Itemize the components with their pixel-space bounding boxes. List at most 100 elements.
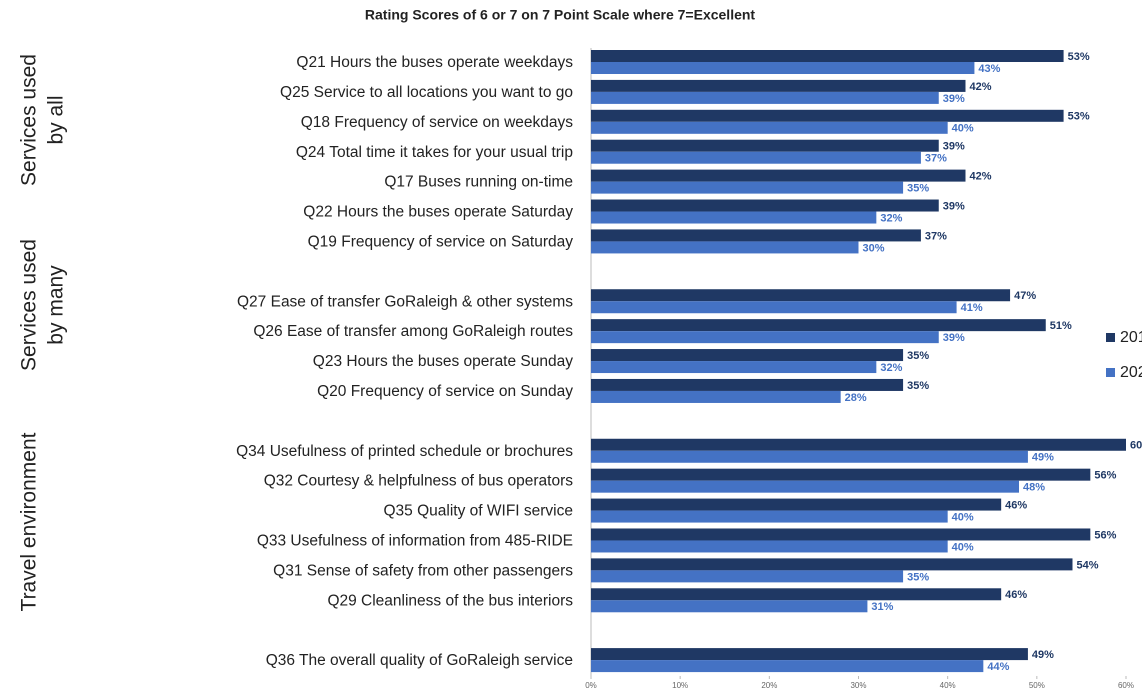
value-label: 40% bbox=[952, 511, 974, 523]
x-tick-label: 0% bbox=[585, 681, 597, 690]
value-label: 39% bbox=[943, 332, 965, 344]
category-label: Q20 Frequency of service on Sunday bbox=[317, 383, 573, 400]
bar bbox=[591, 648, 1028, 661]
group-label: Services used bbox=[18, 239, 41, 371]
x-tick-label: 10% bbox=[672, 681, 688, 690]
value-label: 35% bbox=[907, 571, 929, 583]
value-label: 46% bbox=[1005, 499, 1027, 511]
category-label: Q24 Total time it takes for your usual t… bbox=[296, 144, 573, 161]
value-label: 48% bbox=[1023, 482, 1045, 494]
bar bbox=[591, 600, 868, 613]
category-label: Q27 Ease of transfer GoRaleigh & other s… bbox=[237, 293, 573, 310]
bar bbox=[591, 319, 1046, 332]
legend-swatch bbox=[1106, 368, 1115, 377]
group-label: by many bbox=[45, 265, 68, 345]
category-label: Q25 Service to all locations you want to… bbox=[280, 84, 573, 101]
category-label: Q34 Usefulness of printed schedule or br… bbox=[236, 443, 573, 460]
bar bbox=[591, 241, 859, 254]
bar bbox=[591, 121, 948, 134]
bar bbox=[591, 181, 904, 194]
bar bbox=[591, 331, 939, 344]
value-label: 53% bbox=[1068, 51, 1090, 63]
value-label: 56% bbox=[1094, 470, 1116, 482]
legend-label: 2019 bbox=[1120, 329, 1142, 346]
value-label: 35% bbox=[907, 350, 929, 362]
category-label: Q17 Buses running on-time bbox=[384, 174, 573, 191]
value-label: 37% bbox=[925, 230, 947, 242]
value-label: 37% bbox=[925, 153, 947, 165]
bar bbox=[591, 301, 957, 314]
value-label: 39% bbox=[943, 200, 965, 212]
bar bbox=[591, 139, 939, 152]
legend-label: 2023 bbox=[1120, 364, 1142, 381]
value-label: 60% bbox=[1130, 440, 1142, 452]
group-label: Services used bbox=[18, 54, 41, 186]
value-label: 46% bbox=[1005, 589, 1027, 601]
value-label: 43% bbox=[978, 63, 1000, 75]
bar bbox=[591, 390, 841, 403]
bar bbox=[591, 50, 1064, 62]
group-label: by all bbox=[45, 95, 68, 144]
bar bbox=[591, 361, 877, 374]
category-label: Q31 Sense of safety from other passenger… bbox=[273, 562, 573, 579]
bar bbox=[591, 558, 1073, 571]
group-label: Travel environment bbox=[18, 432, 41, 611]
category-label: Q32 Courtesy & helpfulness of bus operat… bbox=[264, 473, 574, 490]
x-tick-label: 40% bbox=[940, 681, 956, 690]
value-label: 35% bbox=[907, 380, 929, 392]
category-label: Q36 The overall quality of GoRaleigh ser… bbox=[266, 652, 573, 669]
category-label: Q33 Usefulness of information from 485-R… bbox=[257, 533, 573, 550]
value-label: 32% bbox=[880, 212, 902, 224]
category-label: Q18 Frequency of service on weekdays bbox=[301, 114, 573, 131]
category-label: Q35 Quality of WIFI service bbox=[384, 503, 574, 520]
value-label: 49% bbox=[1032, 452, 1054, 464]
value-label: 30% bbox=[863, 242, 885, 254]
value-label: 32% bbox=[880, 362, 902, 374]
bar bbox=[591, 91, 939, 104]
x-tick-label: 20% bbox=[761, 681, 777, 690]
value-label: 51% bbox=[1050, 320, 1072, 332]
bar bbox=[591, 450, 1028, 463]
value-label: 28% bbox=[845, 392, 867, 404]
legend-swatch bbox=[1106, 333, 1115, 342]
x-tick-label: 60% bbox=[1118, 681, 1134, 690]
x-tick-label: 30% bbox=[850, 681, 866, 690]
value-label: 31% bbox=[871, 601, 893, 613]
bar bbox=[591, 510, 948, 523]
category-label: Q29 Cleanliness of the bus interiors bbox=[327, 592, 573, 609]
bar bbox=[591, 169, 966, 182]
bar bbox=[591, 79, 966, 92]
value-label: 41% bbox=[961, 302, 983, 314]
bar bbox=[591, 349, 904, 362]
x-tick-label: 50% bbox=[1029, 681, 1045, 690]
bar bbox=[591, 151, 921, 164]
bar bbox=[591, 540, 948, 553]
category-label: Q26 Ease of transfer among GoRaleigh rou… bbox=[253, 323, 573, 340]
category-label: Q21 Hours the buses operate weekdays bbox=[296, 54, 573, 71]
bar bbox=[591, 229, 921, 242]
bar bbox=[591, 498, 1002, 511]
value-label: 40% bbox=[952, 123, 974, 135]
chart-title: Rating Scores of 6 or 7 on 7 Point Scale… bbox=[365, 7, 756, 23]
bar bbox=[591, 62, 975, 74]
bar bbox=[591, 289, 1011, 302]
bar bbox=[591, 378, 904, 391]
bar bbox=[591, 438, 1126, 451]
category-label: Q19 Frequency of service on Saturday bbox=[308, 233, 574, 250]
value-label: 56% bbox=[1094, 529, 1116, 541]
value-label: 44% bbox=[987, 661, 1009, 673]
value-label: 47% bbox=[1014, 290, 1036, 302]
bar bbox=[591, 211, 877, 224]
bar bbox=[591, 528, 1091, 541]
bar bbox=[591, 570, 904, 583]
value-label: 35% bbox=[907, 183, 929, 195]
bar bbox=[591, 199, 939, 212]
value-label: 54% bbox=[1077, 559, 1099, 571]
value-label: 53% bbox=[1068, 111, 1090, 123]
category-label: Q22 Hours the buses operate Saturday bbox=[303, 204, 573, 221]
bar bbox=[591, 109, 1064, 122]
value-label: 40% bbox=[952, 541, 974, 553]
value-label: 42% bbox=[970, 171, 992, 183]
bar bbox=[591, 480, 1019, 493]
